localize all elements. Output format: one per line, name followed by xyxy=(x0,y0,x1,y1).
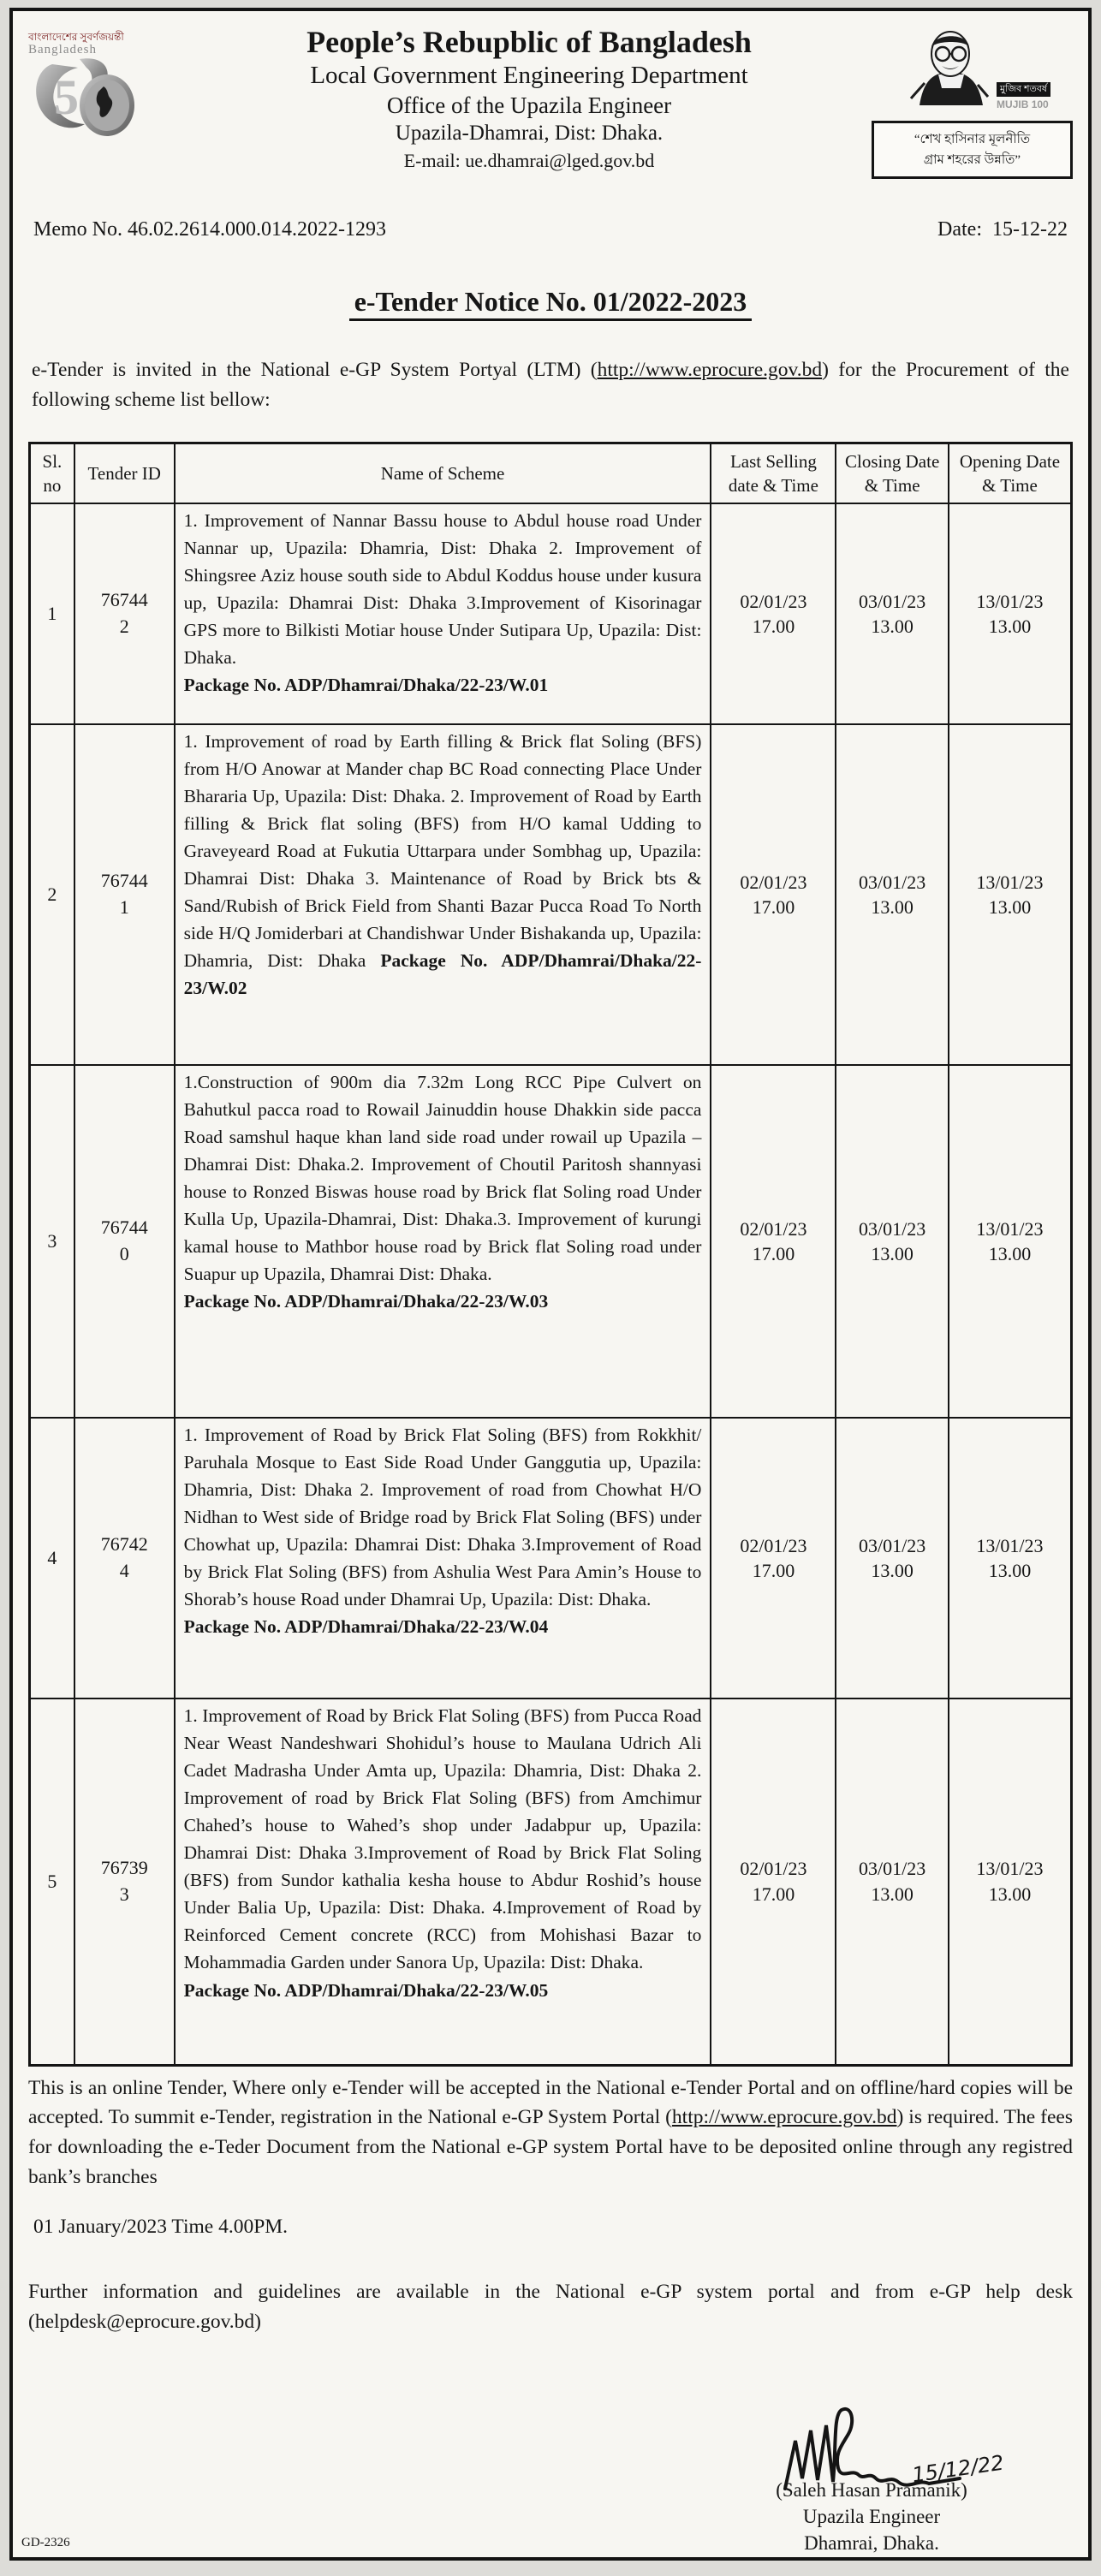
opening-date-cell: 13/01/23 13.00 xyxy=(947,1417,1073,1700)
office-title: Office of the Upazila Engineer xyxy=(386,92,672,118)
selling-date-cell: 02/01/23 17.00 xyxy=(710,1064,837,1419)
mujib-portrait-icon xyxy=(909,31,990,105)
notice-title: e-Tender Notice No. 01/2022-2023 xyxy=(348,286,753,321)
conditions-text-post: ) is required. The fees for downloading … xyxy=(28,2106,1074,2188)
mujib-english-text: MUJIB 100 xyxy=(997,98,1049,110)
bangladesh-50-bengali-caption: বাংলাদেশের সুবর্ণজয়ন্তী xyxy=(28,31,124,43)
selling-date-cell: 02/01/23 17.00 xyxy=(710,1417,837,1700)
sl-cell: 2 xyxy=(28,723,75,1067)
signature-icon xyxy=(783,2406,961,2490)
eprocure-link: http://www.eprocure.gov.bd xyxy=(597,359,823,381)
header-closing: Closing Date & Time xyxy=(835,441,949,505)
department-title: Local Government Engineering Department xyxy=(310,62,748,90)
intro-text-pre: e-Tender is invited in the National e-GP… xyxy=(32,359,598,381)
print-code: GD-2326 xyxy=(21,2536,70,2549)
signatory-location: Dhamrai, Dhaka. xyxy=(804,2531,939,2554)
package-number: Package No. ADP/Dhamrai/Dhaka/22-23/W.02 xyxy=(183,950,702,999)
signature-block: 15/12/22 (Saleh Hasan Pramanik) Upazila … xyxy=(773,2396,1005,2556)
header-opening: Opening Date & Time xyxy=(947,441,1073,505)
mujib-bengali-text: মুজিব শতবর্ষ xyxy=(997,81,1050,97)
further-info-paragraph: Further information and guidelines are a… xyxy=(28,2280,1073,2333)
scheme-cell: 1. Improvement of Nannar Bassu house to … xyxy=(173,503,712,726)
tender-id-cell: 767393 xyxy=(73,1698,176,2067)
scheme-cell: 1. Improvement of Road by Brick Flat Sol… xyxy=(173,1417,712,1700)
scheme-text: 1. Improvement of Road by Brick Flat Sol… xyxy=(183,1425,702,1610)
opening-date-cell: 13/01/23 13.00 xyxy=(947,503,1073,726)
conditions-text-pre: This is an online Tender, Where only e-T… xyxy=(28,2076,1073,2129)
sl-cell: 4 xyxy=(28,1417,75,1700)
deposit-deadline: 01 January/2023 Time 4.00PM. xyxy=(33,2216,289,2239)
header-scheme-name: Name of Scheme xyxy=(173,441,712,505)
sl-cell: 3 xyxy=(28,1064,75,1419)
header-sl-no: Sl. no xyxy=(28,441,75,505)
tender-notice-page: বাংলাদেশের সুবর্ণজয়ন্তী Bangladesh 5 Pe… xyxy=(9,8,1092,2561)
scheme-text: 1. Improvement of Road by Brick Flat Sol… xyxy=(183,1705,702,1973)
memo-date-value: 15-12-22 xyxy=(992,218,1068,241)
signature-image: 15/12/22 xyxy=(773,2396,1005,2499)
intro-text-post: ) for the Procurement of the following s… xyxy=(32,359,1069,412)
slogan-box: “শেখ হাসিনার মূলনীতি গ্রাম শহরের উন্নতি” xyxy=(872,121,1073,179)
package-number: Package No. ADP/Dhamrai/Dhaka/22-23/W.03 xyxy=(183,1291,549,1312)
intro-paragraph: e-Tender is invited in the National e-GP… xyxy=(28,355,1073,416)
sl-cell: 5 xyxy=(28,1698,75,2067)
package-number: Package No. ADP/Dhamrai/Dhaka/22-23/W.04 xyxy=(183,1616,549,1638)
opening-date-cell: 13/01/23 13.00 xyxy=(947,1698,1073,2067)
memo-number: Memo No. 46.02.2614.000.014.2022-1293 xyxy=(33,218,386,241)
closing-date-cell: 03/01/23 13.00 xyxy=(835,1417,949,1700)
memo-date-label: Date: xyxy=(937,218,983,241)
header: বাংলাদেশের সুবর্ণজয়ন্তী Bangladesh 5 Pe… xyxy=(28,23,1073,179)
table-row: 3 767440 1.Construction of 900m dia 7.32… xyxy=(28,1064,1073,1419)
header-last-selling: Last Selling date & Time xyxy=(710,441,837,505)
svg-text:5: 5 xyxy=(54,69,79,125)
closing-date-cell: 03/01/23 13.00 xyxy=(835,503,949,726)
conditions-paragraph: This is an online Tender, Where only e-T… xyxy=(28,2073,1073,2192)
tender-table: Sl. no Tender ID Name of Scheme Last Sel… xyxy=(28,441,1073,2067)
scheme-text: 1.Construction of 900m dia 7.32m Long RC… xyxy=(183,1072,702,1285)
bangladesh-50-jubilee-icon: 5 xyxy=(36,58,134,137)
memo-row: Memo No. 46.02.2614.000.014.2022-1293 Da… xyxy=(28,218,1073,241)
office-email: E-mail: ue.dhamrai@lged.gov.bd xyxy=(403,149,655,171)
opening-date-cell: 13/01/23 13.00 xyxy=(947,723,1073,1067)
table-row: 5 767393 1. Improvement of Road by Brick… xyxy=(28,1698,1073,2067)
table-header-row: Sl. no Tender ID Name of Scheme Last Sel… xyxy=(28,441,1073,505)
scheme-cell: 1. Improvement of road by Earth filling … xyxy=(173,723,712,1067)
opening-date-cell: 13/01/23 13.00 xyxy=(947,1064,1073,1419)
header-right: মুজিব শতবর্ষ MUJIB 100 “শেখ হাসিনার মূলন… xyxy=(872,23,1073,179)
mujib-100-logo: মুজিব শতবর্ষ MUJIB 100 xyxy=(872,23,1073,112)
selling-date-cell: 02/01/23 17.00 xyxy=(710,1698,837,2067)
slogan-line-2: গ্রাম শহরের উন্নতি” xyxy=(923,153,1021,167)
closing-date-cell: 03/01/23 13.00 xyxy=(835,723,949,1067)
table-row: 2 767441 1. Improvement of road by Earth… xyxy=(28,723,1073,1067)
bangladesh-50-caption: Bangladesh xyxy=(28,43,97,57)
bangladesh-50-logo: বাংলাদেশের সুবর্ণজয়ন্তী Bangladesh 5 xyxy=(28,23,187,144)
selling-date-cell: 02/01/23 17.00 xyxy=(710,503,837,726)
letterhead: People’s Rebupblic of Bangladesh Local G… xyxy=(187,23,872,175)
table-row: 1 767442 1. Improvement of Nannar Bassu … xyxy=(28,503,1073,726)
signature-zone: 15/12/22 (Saleh Hasan Pramanik) Upazila … xyxy=(28,2363,1073,2568)
office-location: Upazila-Dhamrai, Dist: Dhaka. xyxy=(395,122,664,146)
selling-date-cell: 02/01/23 17.00 xyxy=(710,723,837,1067)
scheme-text: 1. Improvement of road by Earth filling … xyxy=(183,731,702,972)
tender-id-cell: 767441 xyxy=(73,723,176,1067)
memo-date: Date: 15-12-22 xyxy=(937,218,1068,241)
header-tender-id: Tender ID xyxy=(73,441,176,505)
package-number: Package No. ADP/Dhamrai/Dhaka/22-23/W.05 xyxy=(183,1979,549,2001)
closing-date-cell: 03/01/23 13.00 xyxy=(835,1698,949,2067)
scheme-cell: 1.Construction of 900m dia 7.32m Long RC… xyxy=(173,1064,712,1419)
mujib-100-wordmark: মুজিব শতবর্ষ MUJIB 100 xyxy=(997,80,1050,112)
package-number: Package No. ADP/Dhamrai/Dhaka/22-23/W.01 xyxy=(183,675,549,696)
scheme-text: 1. Improvement of Nannar Bassu house to … xyxy=(183,510,702,669)
tender-id-cell: 767440 xyxy=(73,1064,176,1419)
closing-date-cell: 03/01/23 13.00 xyxy=(835,1064,949,1419)
notice-title-row: e-Tender Notice No. 01/2022-2023 xyxy=(28,286,1073,321)
signatory-title: Upazila Engineer xyxy=(802,2505,941,2527)
slogan-line-1: “শেখ হাসিনার মূলনীতি xyxy=(914,133,1031,146)
tender-id-cell: 767442 xyxy=(73,503,176,726)
table-row: 4 767424 1. Improvement of Road by Brick… xyxy=(28,1417,1073,1700)
eprocure-link-footer: http://www.eprocure.gov.bd xyxy=(671,2106,897,2129)
tender-id-cell: 767424 xyxy=(73,1417,176,1700)
sl-cell: 1 xyxy=(28,503,75,726)
country-title: People’s Rebupblic of Bangladesh xyxy=(306,25,752,59)
scheme-cell: 1. Improvement of Road by Brick Flat Sol… xyxy=(173,1698,712,2067)
